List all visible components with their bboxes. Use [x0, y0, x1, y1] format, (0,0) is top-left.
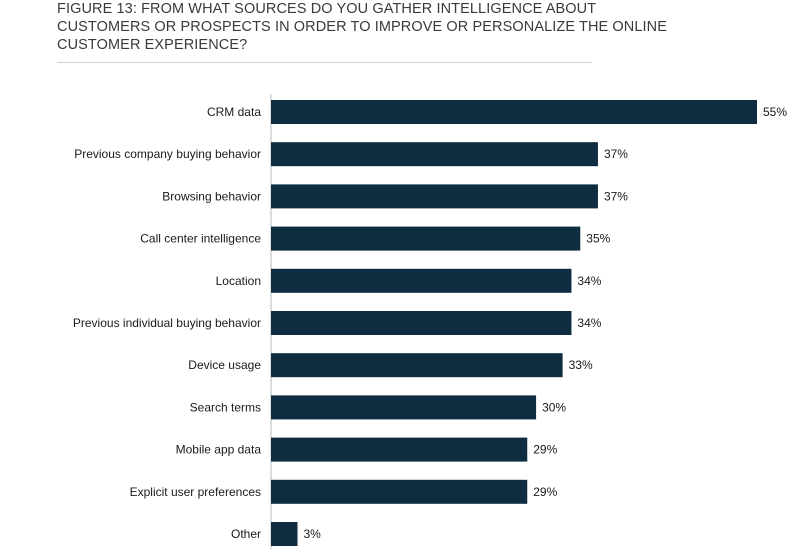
- bar: [271, 437, 528, 462]
- value-label: 3%: [304, 527, 322, 541]
- category-label: Other: [231, 527, 261, 541]
- category-label: Location: [216, 274, 261, 288]
- value-label: 30%: [542, 400, 566, 414]
- value-label: 55%: [763, 105, 787, 119]
- chart-title: FIGURE 13: FROM WHAT SOURCES DO YOU GATH…: [57, 0, 668, 54]
- bar: [271, 100, 757, 124]
- category-label: Explicit user preferences: [130, 485, 261, 499]
- value-label: 35%: [586, 232, 610, 246]
- value-label: 37%: [604, 189, 628, 203]
- bar: [271, 479, 528, 504]
- category-label: Device usage: [188, 358, 261, 372]
- value-label: 29%: [533, 443, 557, 457]
- category-label: Previous individual buying behavior: [73, 316, 261, 330]
- chart-title-line-3: CUSTOMER EXPERIENCE?: [57, 37, 248, 53]
- category-label: Browsing behavior: [162, 189, 261, 203]
- category-label: Previous company buying behavior: [74, 147, 261, 161]
- bar: [271, 522, 298, 546]
- category-label: Mobile app data: [176, 443, 262, 457]
- bar: [271, 395, 537, 420]
- bar: [271, 311, 572, 335]
- bar: [271, 353, 563, 378]
- value-label: 34%: [577, 316, 601, 330]
- category-label: Search terms: [190, 400, 261, 414]
- bar: [271, 226, 581, 251]
- category-label: CRM data: [207, 105, 261, 119]
- value-label: 29%: [533, 485, 557, 499]
- value-label: 34%: [577, 274, 601, 288]
- bar: [271, 142, 598, 167]
- bar: [271, 184, 598, 209]
- chart-title-line-1: FIGURE 13: FROM WHAT SOURCES DO YOU GATH…: [57, 1, 597, 17]
- category-label: Call center intelligence: [140, 232, 261, 246]
- value-label: 33%: [569, 358, 593, 372]
- value-label: 37%: [604, 147, 628, 161]
- title-divider: [57, 62, 592, 63]
- chart-title-line-2: CUSTOMERS OR PROSPECTS IN ORDER TO IMPRO…: [57, 19, 668, 35]
- bar: [271, 268, 572, 293]
